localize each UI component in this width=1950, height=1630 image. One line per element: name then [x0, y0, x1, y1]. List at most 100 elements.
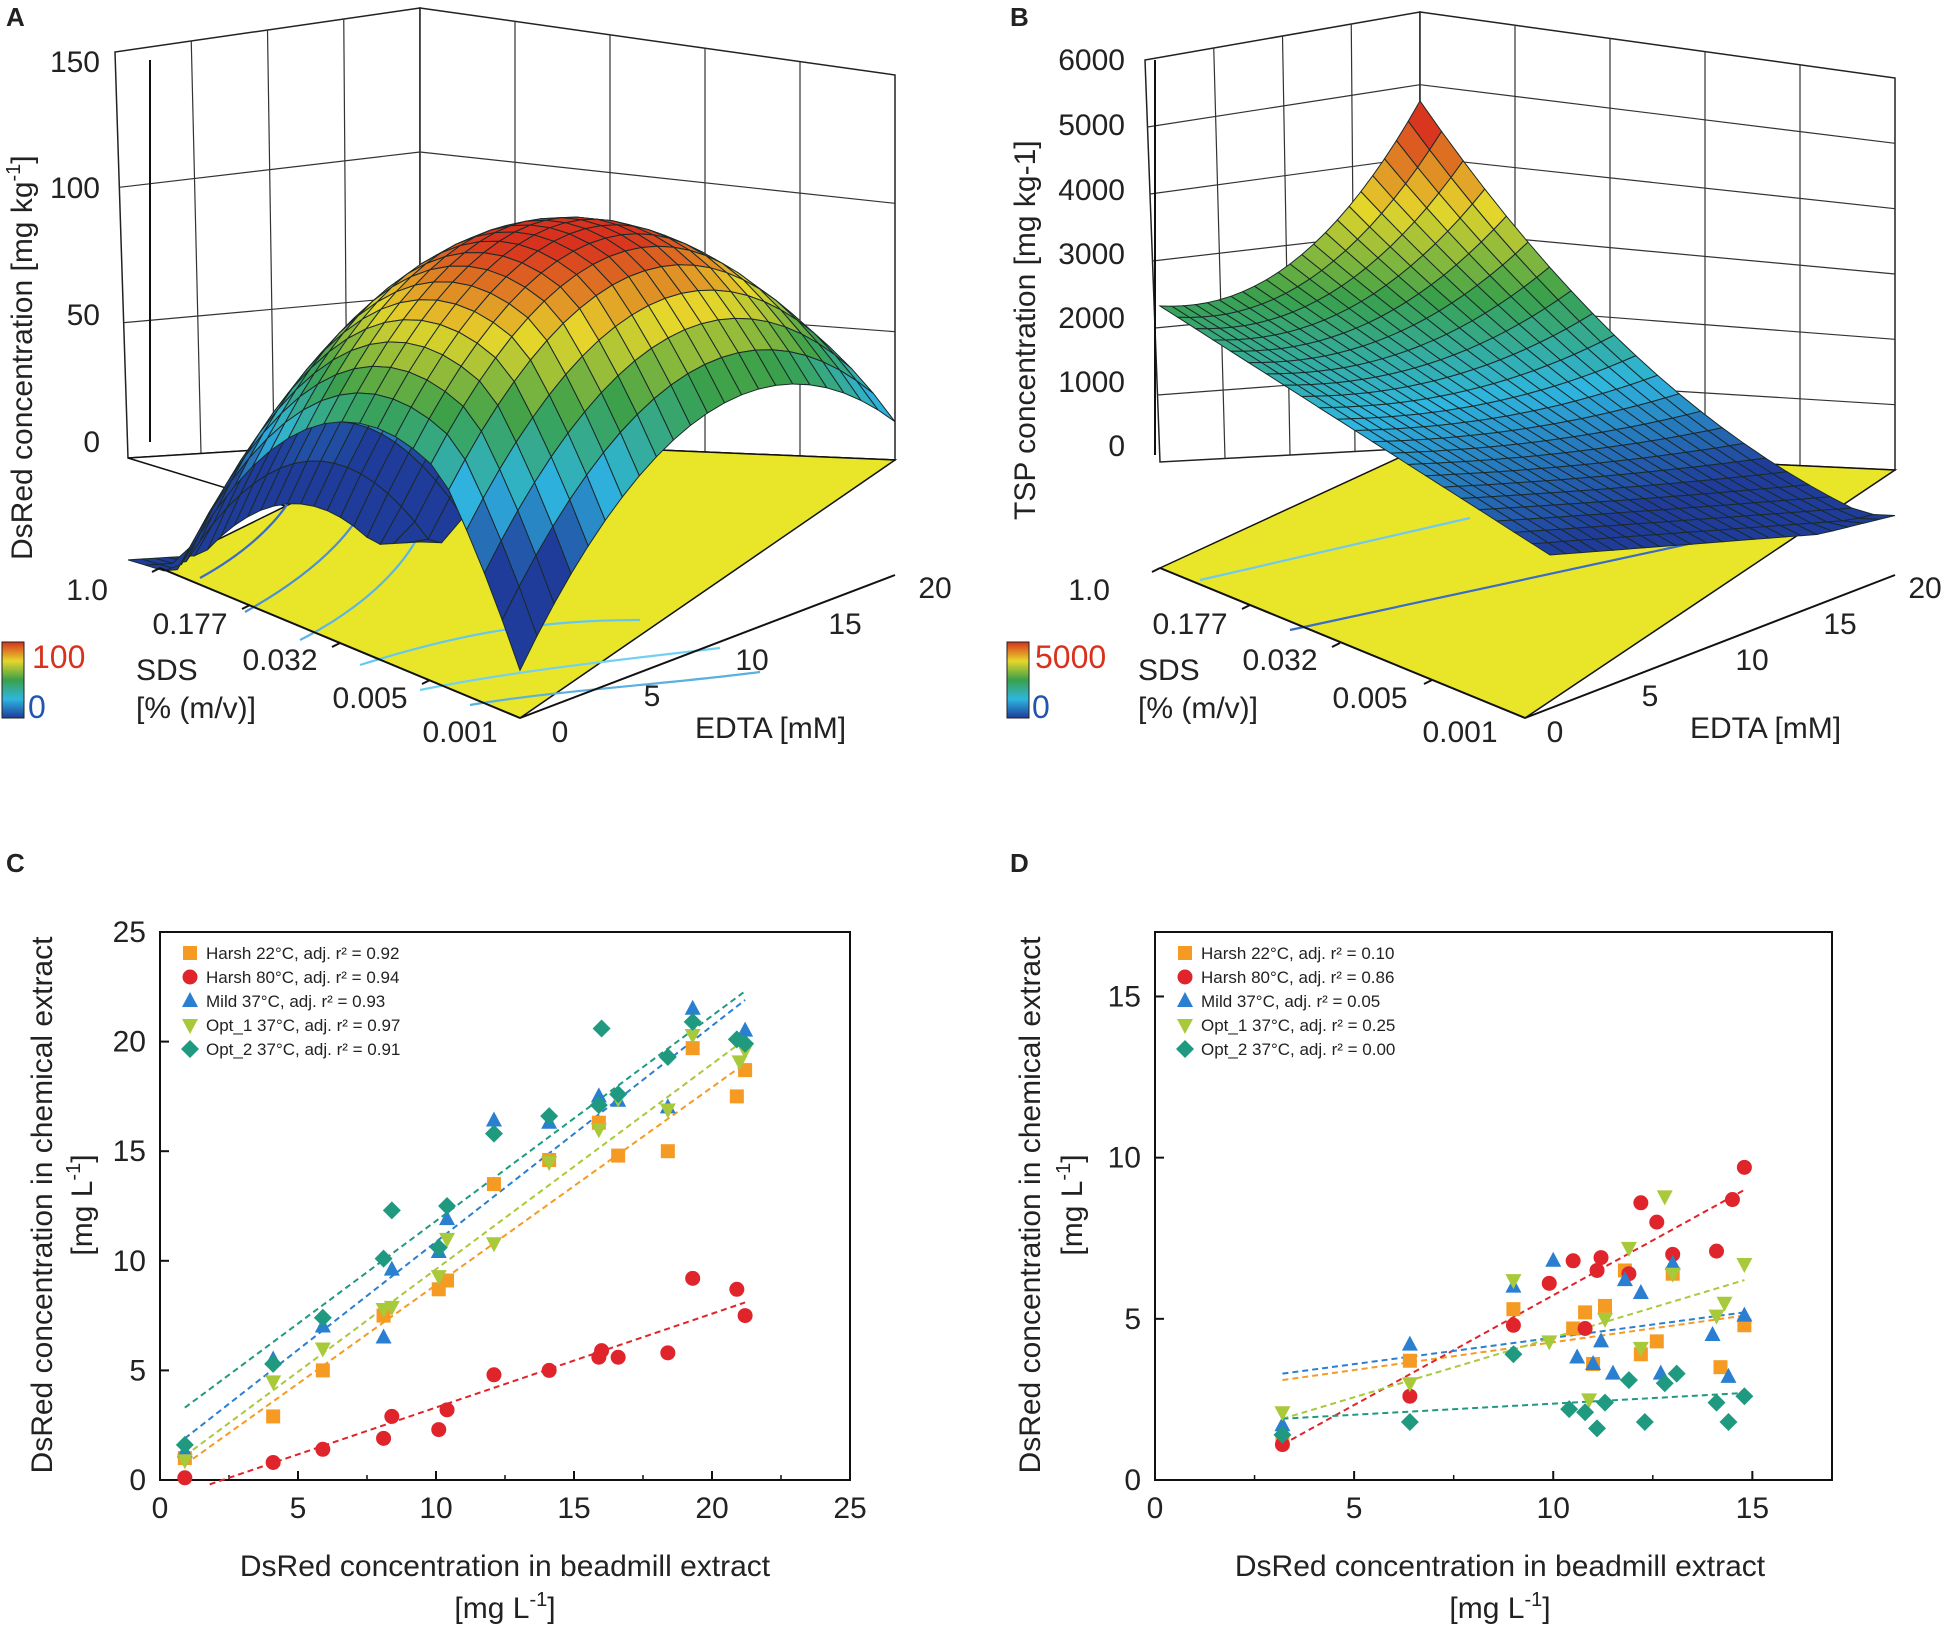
panel-c-ticks: 0 5 10 15 20 25 0 5 10 15 20 25 — [113, 916, 867, 1525]
legend-entry: Harsh 80°C, adj. r² = 0.94 — [206, 968, 399, 987]
data-point — [1569, 1348, 1586, 1364]
data-point — [440, 1273, 455, 1288]
x-tick-label: 20 — [695, 1492, 728, 1525]
panel-b-ytick: 0.001 — [1422, 716, 1497, 749]
legend-entry: Mild 37°C, adj. r² = 0.93 — [206, 992, 385, 1011]
data-point — [1541, 1275, 1557, 1291]
data-point — [439, 1402, 455, 1418]
panel-b-ytick: 1.0 — [1068, 574, 1110, 607]
data-point — [1402, 1353, 1417, 1368]
data-point — [486, 1177, 501, 1192]
fit-line — [1282, 1311, 1745, 1375]
panel-a-z-label: DsRed concentration [mg kg-1] — [3, 155, 39, 560]
panel-d-ticks: 0 5 10 15 0 5 10 15 — [1108, 980, 1769, 1525]
panel-label-c: C — [6, 848, 25, 878]
data-point — [658, 1047, 677, 1066]
panel-b-ztick: 4000 — [1058, 174, 1125, 207]
data-point — [1724, 1192, 1740, 1208]
data-point — [594, 1343, 610, 1359]
data-point — [429, 1238, 448, 1257]
legend-entry: Harsh 22°C, adj. r² = 0.92 — [206, 944, 399, 963]
data-point — [1581, 1393, 1598, 1409]
panel-label-a: A — [6, 2, 25, 32]
panel-b-ytick: 0.005 — [1332, 682, 1407, 715]
x-tick-label: 10 — [419, 1492, 452, 1525]
panel-d-x-label-2: [mg L-1] — [1449, 1589, 1550, 1625]
panel-b-z-ticks: 6000 5000 4000 3000 2000 1000 0 — [1058, 44, 1125, 463]
fit-line — [1282, 1391, 1745, 1420]
panel-a-colorbar-min: 0 — [28, 689, 46, 725]
data-point — [484, 1124, 503, 1143]
data-point — [1578, 1305, 1593, 1320]
panel-b-x-ticks: 0 5 10 15 20 — [1547, 572, 1942, 749]
data-point — [1400, 1412, 1419, 1431]
data-point — [485, 1237, 502, 1253]
panel-a-ztick: 50 — [67, 299, 100, 332]
panel-b-ztick: 5000 — [1058, 109, 1125, 142]
panel-a-surface: A 150 100 50 0 Ds — [1, 2, 952, 749]
data-point — [1401, 1377, 1418, 1393]
panel-b-colorbar-max: 5000 — [1035, 639, 1106, 675]
data-point — [1596, 1393, 1615, 1412]
panel-b-xtick: 5 — [1642, 680, 1659, 713]
data-point — [175, 1435, 194, 1454]
y-tick-label: 20 — [113, 1026, 146, 1059]
panel-b-y-ticks: 1.0 0.177 0.032 0.005 0.001 — [1068, 567, 1498, 749]
fit-line — [209, 1301, 746, 1486]
data-point — [540, 1107, 559, 1126]
data-point — [1560, 1400, 1579, 1419]
x-tick-label: 10 — [1537, 1492, 1570, 1525]
data-point — [1593, 1332, 1610, 1348]
data-point — [176, 1454, 193, 1470]
panel-label-d: D — [1010, 848, 1029, 878]
data-point — [1588, 1419, 1607, 1438]
data-point — [684, 1029, 701, 1045]
panel-b-ytick: 0.032 — [1242, 644, 1317, 677]
data-point — [1566, 1321, 1581, 1336]
data-point — [1656, 1190, 1673, 1206]
data-point — [1576, 1403, 1595, 1422]
data-point — [438, 1197, 457, 1215]
y-tick-label: 0 — [129, 1464, 146, 1497]
data-point — [266, 1409, 281, 1424]
legend-marker — [1177, 969, 1193, 985]
panel-b-surface-mesh — [1158, 99, 1896, 556]
data-point — [590, 1123, 607, 1139]
legend-entry: Opt_2 37°C, adj. r² = 0.00 — [1201, 1040, 1395, 1059]
data-point — [1736, 1258, 1753, 1274]
data-point — [1616, 1271, 1633, 1287]
legend-marker — [182, 1019, 198, 1034]
data-point — [1577, 1320, 1593, 1336]
panel-d-points — [1273, 1159, 1754, 1453]
panel-a-x-axis — [519, 574, 896, 719]
data-point — [589, 1096, 608, 1115]
panel-b-ztick: 3000 — [1058, 238, 1125, 271]
panel-d-y-label-2: [mg L-1] — [1053, 1154, 1089, 1255]
data-point — [660, 1144, 675, 1159]
data-point — [1506, 1302, 1521, 1317]
data-point — [1589, 1262, 1605, 1278]
panel-b-colorbar — [1006, 641, 1030, 719]
panel-c-x-label-2: [mg L-1] — [454, 1589, 555, 1625]
data-point — [384, 1408, 400, 1424]
panel-b-xtick: 15 — [1823, 608, 1856, 641]
data-point — [1597, 1312, 1614, 1328]
data-point — [1664, 1255, 1681, 1271]
panel-d-y-label-1: DsRed concentration in chemical extract — [1014, 936, 1047, 1474]
panel-a-y-label-2: [% (m/v)] — [136, 692, 256, 725]
data-point — [1635, 1412, 1654, 1431]
legend-marker — [1176, 1040, 1194, 1058]
panel-a-surface-mesh — [127, 216, 896, 672]
panel-d-plot-frame — [1154, 931, 1833, 1481]
data-point — [313, 1308, 332, 1327]
data-point — [383, 1300, 400, 1316]
data-point — [1664, 1267, 1681, 1283]
panel-a-ztick: 0 — [83, 426, 100, 459]
data-point — [1736, 1306, 1753, 1322]
y-tick-label: 5 — [129, 1354, 146, 1387]
panel-c-points — [175, 999, 755, 1486]
data-point — [1649, 1334, 1664, 1349]
data-point — [1620, 1241, 1637, 1257]
data-point — [1402, 1388, 1418, 1404]
y-tick-label: 10 — [1108, 1142, 1141, 1175]
